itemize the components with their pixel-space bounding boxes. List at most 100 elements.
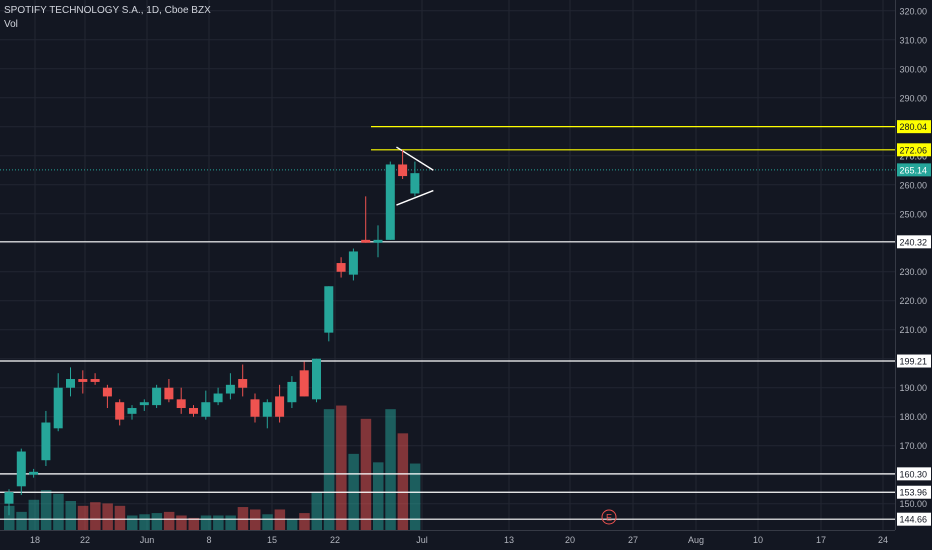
candle-body	[213, 393, 223, 403]
volume-bar	[385, 409, 396, 530]
time-tick-label: 8	[206, 535, 211, 545]
trendline	[396, 189, 434, 206]
symbol-title: SPOTIFY TECHNOLOGY S.A., 1D, Cboe BZX	[4, 5, 211, 16]
volume-bar	[4, 505, 15, 530]
volume-bar	[213, 515, 224, 530]
time-tick-label: 18	[30, 535, 40, 545]
level-tag-bg	[897, 143, 931, 157]
candle-body	[201, 402, 211, 417]
time-tick-label: 22	[330, 535, 340, 545]
candle-body	[139, 402, 149, 406]
volume-bar	[77, 505, 89, 530]
volume-bar	[237, 507, 249, 530]
price-axis[interactable]: 150.00160.00170.00180.00190.00200.00210.…	[895, 0, 932, 550]
volume-bar	[176, 515, 187, 530]
price-tick-label: 220.00	[899, 296, 927, 306]
candle-body	[164, 387, 174, 400]
price-tick-label: 170.00	[899, 441, 927, 451]
volume-bar	[262, 514, 273, 530]
time-tick-label: 22	[80, 535, 90, 545]
candle-body	[410, 173, 420, 194]
volume-bar	[90, 502, 101, 530]
candle-body	[299, 370, 309, 397]
candle-body	[78, 379, 88, 382]
volume-bar	[114, 505, 126, 530]
time-tick-label: Aug	[688, 535, 704, 545]
time-tick-label: 20	[565, 535, 575, 545]
candle-body	[398, 164, 408, 177]
price-tick-label: 320.00	[899, 6, 927, 16]
volume-bar	[16, 511, 27, 530]
price-tick-label: 230.00	[899, 267, 927, 277]
time-axis-bg	[0, 530, 932, 550]
horizontal-levels[interactable]	[0, 126, 895, 520]
candle-body	[29, 471, 39, 475]
price-tick-label: 190.00	[899, 383, 927, 393]
volume-bar	[336, 405, 347, 530]
volume-label: Vol	[4, 19, 18, 30]
candle-body	[312, 358, 321, 400]
earnings-marker[interactable]: E	[601, 509, 617, 525]
candle-body	[336, 263, 346, 272]
volume-bar	[163, 511, 175, 530]
price-tick-label: 300.00	[899, 64, 927, 74]
candle-body	[324, 286, 334, 333]
level-tag-bg	[897, 235, 931, 249]
time-axis[interactable]: 18 22 Jun 8 15 22 Jul 13 20 27 Aug 10 17 24	[0, 530, 932, 550]
level-tag: 199.21	[899, 357, 927, 367]
candle-body	[16, 451, 26, 487]
volume-bar	[299, 513, 310, 530]
candle-body	[176, 399, 186, 409]
volume-bar	[286, 519, 298, 530]
last-price-tag-bg	[897, 163, 931, 177]
candle-body	[127, 408, 137, 414]
candle-body	[90, 379, 100, 382]
volume-bar	[397, 433, 409, 530]
candle-body	[385, 164, 395, 240]
volume-bar	[53, 493, 64, 530]
price-tick-label: 250.00	[899, 209, 927, 219]
level-tag-bg	[897, 120, 931, 134]
candle-body	[348, 251, 358, 275]
volume-bar	[28, 499, 40, 530]
candle-body	[152, 387, 162, 406]
candle-body	[41, 422, 51, 461]
volume-bars	[4, 405, 421, 530]
chart-grid	[0, 0, 895, 530]
volume-bar	[188, 517, 199, 530]
volume-bar	[200, 515, 212, 530]
volume-bar	[409, 463, 421, 530]
candle-body	[4, 492, 14, 504]
level-tag: 160.30	[899, 469, 927, 479]
price-tick-label: 310.00	[899, 35, 927, 45]
time-tick-label: 13	[504, 535, 514, 545]
time-tick-label: 27	[628, 535, 638, 545]
time-tick-label: 10	[753, 535, 763, 545]
candle-body	[373, 239, 383, 243]
price-tick-label: 180.00	[899, 412, 927, 422]
candle-body	[189, 408, 198, 414]
volume-bar	[311, 492, 322, 530]
volume-bar	[151, 513, 163, 530]
level-tag: 240.32	[899, 237, 927, 247]
price-tick-label: 260.00	[899, 180, 927, 190]
price-axis-bg	[895, 0, 932, 550]
price-tick-label: 290.00	[899, 93, 927, 103]
time-tick-label: Jun	[140, 535, 155, 545]
candle-body	[238, 379, 248, 388]
level-tag: 272.06	[899, 145, 927, 155]
candle-body	[275, 396, 285, 417]
candle-body	[53, 387, 63, 429]
volume-bar	[127, 515, 138, 530]
volume-bar	[323, 409, 335, 530]
price-tick-label: 210.00	[899, 325, 927, 335]
level-tag: 144.66	[899, 515, 927, 525]
candle-body	[225, 384, 235, 394]
volume-bar	[139, 514, 150, 530]
volume-bar	[225, 515, 236, 530]
candle-body	[250, 399, 260, 417]
level-tag: 153.96	[899, 488, 927, 498]
candle-body	[262, 402, 272, 417]
time-tick-label: 15	[267, 535, 277, 545]
